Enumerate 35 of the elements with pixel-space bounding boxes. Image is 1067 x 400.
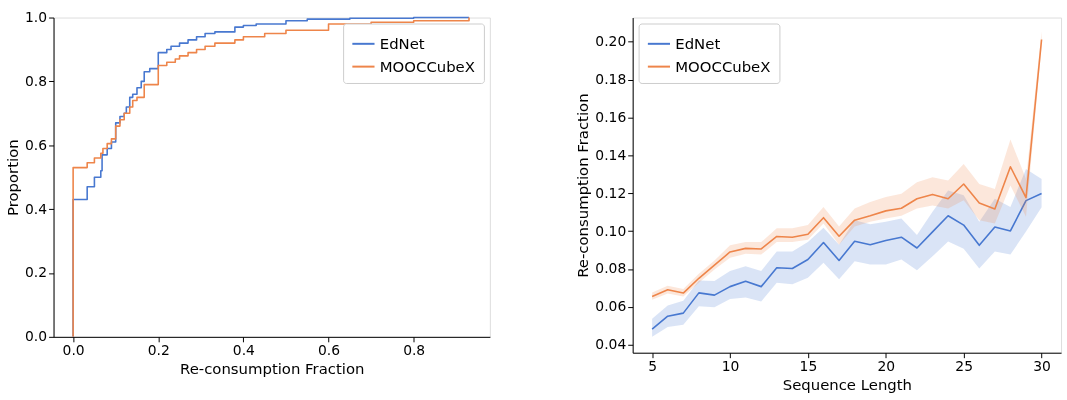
y-tick-label: 0.0 xyxy=(25,328,48,345)
y-axis-title: Re-consumption Fraction xyxy=(574,93,593,278)
x-tick-label: 10 xyxy=(721,358,740,375)
legend-label: MOOCCubeX xyxy=(379,57,475,76)
y-tick-label: 1.0 xyxy=(25,9,48,25)
legend-label: MOOCCubeX xyxy=(675,57,771,76)
legend-label: EdNet xyxy=(379,34,425,53)
y-tick-label: 0.2 xyxy=(25,264,48,281)
y-tick-label: 0.6 xyxy=(25,136,48,153)
y-tick-label: 0.10 xyxy=(595,222,627,239)
line-series xyxy=(651,192,1043,331)
y-tick-label: 0.8 xyxy=(25,72,48,89)
x-axis-title: Sequence Length xyxy=(782,375,912,394)
x-tick-label: 0.4 xyxy=(232,342,256,359)
y-tick-label: 0.4 xyxy=(25,200,48,217)
y-tick-label: 0.12 xyxy=(595,184,627,201)
y-tick-label: 0.08 xyxy=(595,260,627,277)
y-tick-label: 0.16 xyxy=(595,108,627,125)
x-tick-label: 25 xyxy=(955,358,974,375)
x-tick-label: 0.8 xyxy=(403,342,426,359)
legend-label: EdNet xyxy=(675,34,721,53)
y-tick-label: 0.06 xyxy=(595,298,627,315)
x-tick-label: 0.6 xyxy=(317,342,341,359)
y-tick-label: 0.14 xyxy=(595,146,627,163)
x-tick-label: 5 xyxy=(648,358,658,375)
x-axis-title: Re-consumption Fraction xyxy=(180,360,365,379)
x-tick-label: 0.2 xyxy=(147,342,170,359)
y-tick-label: 0.04 xyxy=(595,336,627,353)
x-tick-label: 0.0 xyxy=(62,342,85,359)
x-tick-label: 15 xyxy=(799,358,818,375)
x-tick-label: 30 xyxy=(1033,358,1051,375)
y-tick-label: 0.20 xyxy=(595,33,627,50)
x-tick-label: 20 xyxy=(877,358,896,375)
y-axis-title: Proportion xyxy=(4,139,23,217)
y-tick-label: 0.18 xyxy=(595,71,627,88)
